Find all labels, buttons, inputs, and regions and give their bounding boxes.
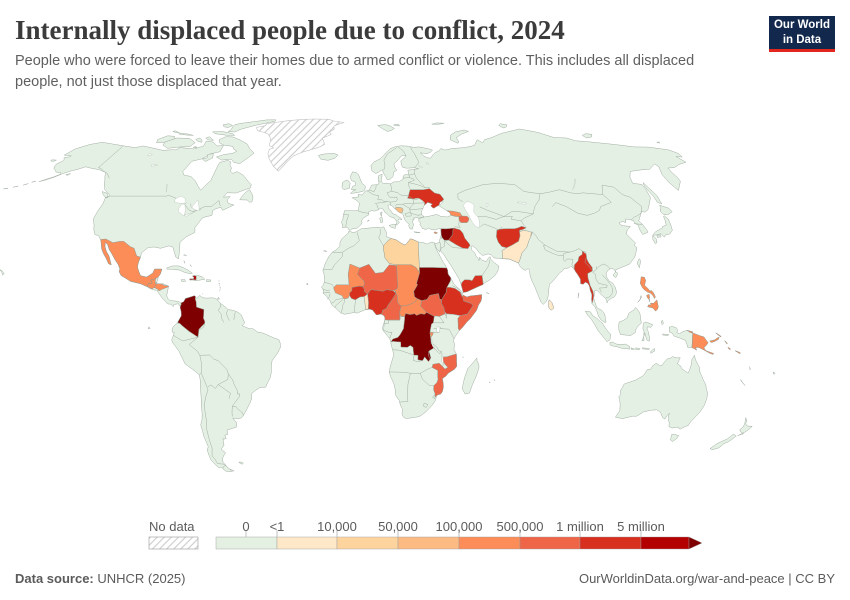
svg-text:100,000: 100,000 [436,519,483,534]
svg-text:1 million: 1 million [556,519,604,534]
svg-text:5 million: 5 million [617,519,665,534]
svg-text:No data: No data [149,519,195,534]
svg-text:50,000: 50,000 [378,519,418,534]
svg-text:0: 0 [242,519,249,534]
svg-text:<1: <1 [270,519,285,534]
svg-text:500,000: 500,000 [497,519,544,534]
svg-text:10,000: 10,000 [317,519,357,534]
